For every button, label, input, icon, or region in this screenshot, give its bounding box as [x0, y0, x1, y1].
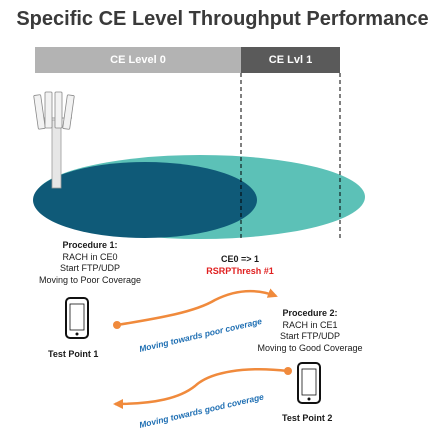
arrow-good-coverage — [113, 367, 292, 409]
procedure-1-block: Procedure 1: RACH in CE0 Start FTP/UDP M… — [30, 240, 150, 286]
procedure-2-block: Procedure 2: RACH in CE1 Start FTP/UDP M… — [250, 308, 370, 354]
procedure-1-line: RACH in CE0 — [62, 251, 118, 262]
transition-label: CE0 => 1 — [220, 254, 260, 264]
test-point-1-label: Test Point 1 — [48, 349, 99, 359]
test-point-2-phone-icon — [297, 362, 321, 404]
procedure-1-title: Procedure 1: — [62, 240, 118, 250]
ce-level-1-label: CE Lvl 1 — [268, 54, 313, 66]
arrow-poor-coverage-label: Moving towards poor coverage — [138, 316, 263, 354]
cell-tower-icon — [33, 91, 75, 189]
transition-block: CE0 => 1 RSRPThresh #1 — [200, 254, 280, 277]
procedure-2-title: Procedure 2: — [282, 308, 338, 318]
page-title: Specific CE Level Throughput Performance — [16, 8, 429, 30]
ce0-coverage-area — [33, 162, 257, 238]
procedure-2-line: Start FTP/UDP — [279, 331, 340, 341]
ce-level-1-bar: CE Lvl 1 — [241, 47, 340, 73]
procedure-2-line: RACH in CE1 — [282, 319, 338, 330]
test-point-1-phone-icon — [65, 297, 89, 339]
procedure-1-line: Moving to Poor Coverage — [38, 274, 142, 285]
test-point-2-label: Test Point 2 — [282, 413, 333, 423]
arrow-good-coverage-label: Moving towards good coverage — [138, 391, 265, 429]
procedure-2-line: Moving to Good Coverage — [257, 342, 363, 353]
procedure-1-line: Start FTP/UDP — [59, 263, 120, 273]
ce-level-0-label: CE Level 0 — [110, 54, 166, 66]
arrow-poor-coverage — [113, 288, 278, 329]
ce-level-0-bar: CE Level 0 — [35, 47, 241, 73]
threshold-label: RSRPThresh #1 — [206, 265, 274, 276]
